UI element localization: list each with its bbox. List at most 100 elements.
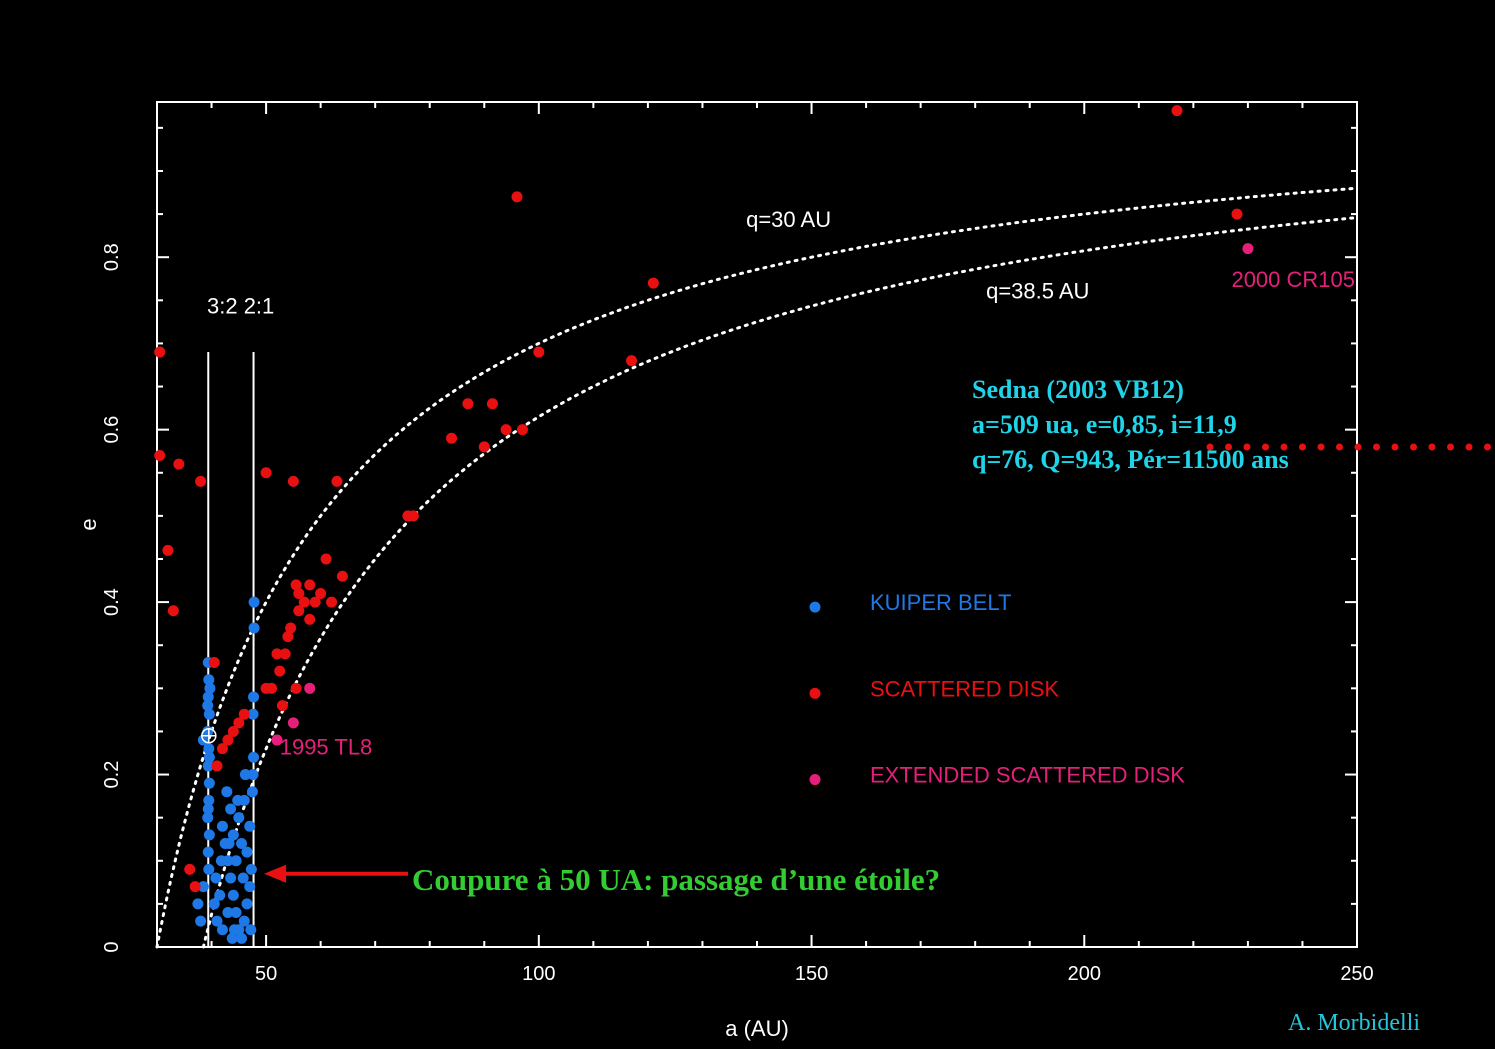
annotation-1995-tl8: 1995 TL8: [280, 734, 373, 759]
sedna-dot: [1354, 443, 1362, 451]
chart-labels: 1995 TL8 2000 CR105: [280, 267, 1355, 760]
data-point: [226, 932, 238, 944]
data-point: [222, 907, 234, 919]
sedna-dot: [1280, 443, 1288, 451]
data-point: [189, 881, 201, 893]
data-point: [336, 570, 348, 582]
data-point: [626, 355, 638, 367]
data-point: [230, 855, 242, 867]
data-point: [304, 579, 316, 591]
data-point: [248, 622, 260, 634]
data-point: [304, 613, 316, 625]
curve-label-q385: q=38.5 AU: [986, 279, 1089, 304]
legend-marker: [809, 774, 821, 786]
x-axis-label: a (AU): [725, 1016, 789, 1041]
sedna-info: Sedna (2003 VB12) a=509 ua, e=0,85, i=11…: [972, 372, 1289, 477]
data-point: [241, 846, 253, 858]
data-point: [225, 872, 237, 884]
sedna-dot: [1336, 443, 1343, 451]
data-point: [197, 881, 209, 893]
data-point: [203, 708, 215, 720]
legend-label: SCATTERED DISK: [870, 676, 1059, 701]
sedna-line-2: a=509 ua, e=0,85, i=11,9: [972, 410, 1237, 439]
sedna-dot: [1373, 443, 1380, 451]
data-point: [202, 803, 214, 815]
sedna-dot: [1262, 443, 1269, 451]
data-point: [282, 631, 294, 643]
data-point: [233, 717, 245, 729]
data-point: [215, 855, 227, 867]
sedna-dot: [1410, 443, 1417, 451]
data-point: [1231, 208, 1243, 220]
data-point: [298, 596, 310, 608]
data-point: [271, 734, 283, 746]
legend-label: EXTENDED SCATTERED DISK: [870, 763, 1185, 788]
sedna-line-1: Sedna (2003 VB12): [972, 375, 1184, 404]
data-point: [208, 656, 220, 668]
sedna-dot: [1225, 443, 1232, 451]
y-tick-label: 0.2: [101, 761, 123, 789]
data-point: [162, 544, 174, 556]
data-point: [154, 450, 166, 462]
data-point: [238, 915, 250, 927]
data-point: [227, 725, 239, 737]
data-point: [244, 881, 256, 893]
data-point: [271, 648, 283, 660]
data-point: [203, 863, 215, 875]
annotation-2000-cr105: 2000 CR105: [1231, 267, 1355, 292]
data-point: [245, 924, 257, 936]
data-point: [233, 812, 245, 824]
legend-marker: [809, 687, 821, 699]
data-point: [287, 717, 299, 729]
data-point: [247, 769, 259, 781]
data-point: [211, 760, 223, 772]
data-point: [195, 475, 207, 487]
data-point: [214, 889, 226, 901]
x-tick-label: 200: [1068, 963, 1101, 985]
y-tick-label: 0.4: [101, 588, 123, 616]
data-point: [331, 475, 343, 487]
data-point: [326, 596, 338, 608]
data-point: [245, 863, 257, 875]
data-point: [227, 829, 239, 841]
data-point: [533, 346, 545, 358]
data-point: [511, 191, 523, 203]
data-point: [202, 691, 214, 703]
x-tick-label: 150: [795, 963, 828, 985]
data-point: [204, 682, 216, 694]
data-point: [227, 889, 239, 901]
data-point: [309, 596, 321, 608]
data-point: [266, 682, 278, 694]
data-point: [276, 700, 288, 712]
sedna-dot: [1447, 443, 1454, 451]
data-point: [446, 432, 458, 444]
data-point: [290, 579, 302, 591]
y-tick-label: 0: [101, 941, 123, 952]
data-point: [247, 708, 259, 720]
curve-label-q30: q=30 AU: [746, 207, 831, 232]
data-point: [222, 734, 234, 746]
perihelion-curves: q=30 AU q=38.5 AU: [155, 186, 1359, 949]
sedna-dot: [1317, 443, 1325, 451]
data-point: [287, 475, 299, 487]
data-point: [486, 398, 498, 410]
sedna-dot: [1391, 443, 1399, 451]
data-point: [285, 622, 297, 634]
data-point: [203, 674, 215, 686]
legend: KUIPER BELT SCATTERED DISK EXTENDED SCATTE…: [809, 590, 1185, 788]
perihelion-curve: [201, 216, 1359, 949]
data-point: [173, 458, 185, 470]
data-point: [211, 915, 223, 927]
data-point: [647, 277, 659, 289]
x-tick-label: 100: [522, 963, 555, 985]
y-tick-label: 0.8: [101, 243, 123, 271]
resonance-label: 3:2 2:1: [207, 293, 274, 318]
data-point: [202, 700, 214, 712]
data-point: [230, 907, 242, 919]
data-point: [210, 872, 222, 884]
sedna-dot: [1243, 443, 1251, 451]
data-point: [167, 605, 179, 617]
x-tick-label: 250: [1340, 963, 1373, 985]
data-point: [290, 682, 302, 694]
data-point: [203, 751, 215, 763]
